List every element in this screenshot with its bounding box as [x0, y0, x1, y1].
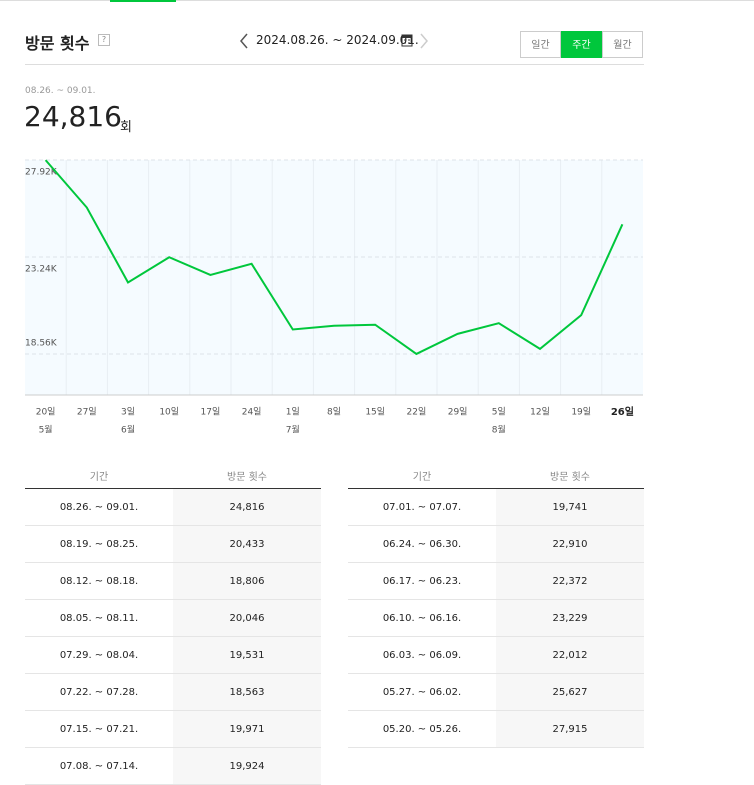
prev-button[interactable] [238, 32, 250, 50]
table-row: 06.24. ~ 06.30. 22,910 [348, 525, 644, 563]
plot-background [25, 160, 643, 395]
table-row: 07.22. ~ 07.28. 18,563 [25, 673, 321, 711]
y-tick-label: 18.56K [25, 338, 58, 348]
top-border [0, 0, 754, 1]
period: 05.20. ~ 05.26. [348, 710, 496, 748]
visit-count: 18,806 [173, 562, 321, 600]
period: 08.05. ~ 08.11. [25, 599, 173, 637]
column-header: 기간 [25, 462, 173, 489]
header-row: 기간 방문 횟수 [25, 462, 321, 489]
visit-count: 19,924 [173, 747, 321, 785]
x-tick-label: 27일 [77, 407, 97, 418]
period: 07.08. ~ 07.14. [25, 747, 173, 785]
table-row: 08.12. ~ 08.18. 18,806 [25, 562, 321, 600]
title: 방문 횟수 [25, 34, 90, 53]
month-label: 5월 [39, 424, 53, 436]
y-tick-label: 27.92K [25, 168, 58, 178]
period: 07.01. ~ 07.07. [348, 488, 496, 526]
summary-value: 24,816 [24, 100, 122, 133]
visit-count: 24,816 [173, 488, 321, 526]
x-tick-label: 29일 [448, 407, 468, 418]
table-row: 08.26. ~ 09.01. 24,816 [25, 488, 321, 526]
table-row: 05.20. ~ 05.26. 27,915 [348, 710, 644, 748]
table-row: 08.05. ~ 08.11. 20,046 [25, 599, 321, 637]
table-row: 06.17. ~ 06.23. 22,372 [348, 562, 644, 600]
visit-count: 23,229 [496, 599, 644, 637]
summary-unit: 회 [120, 120, 132, 135]
summary-range: 08.26. ~ 09.01. [25, 86, 96, 96]
period: 07.29. ~ 08.04. [25, 636, 173, 674]
header-row: 기간 방문 횟수 [348, 462, 644, 489]
x-tick-label: 8일 [327, 407, 341, 418]
table-row: 06.10. ~ 06.16. 23,229 [348, 599, 644, 637]
data-table: 기간 방문 횟수 07.01. ~ 07.07. 19,741 06.24. ~ 06.… [348, 462, 644, 748]
visit-count: 19,971 [173, 710, 321, 748]
x-tick-label: 3일 [121, 407, 135, 418]
month-label: 6월 [121, 424, 135, 436]
period: 06.10. ~ 06.16. [348, 599, 496, 637]
next-button[interactable] [418, 32, 430, 50]
table-row: 06.03. ~ 06.09. 22,012 [348, 636, 644, 674]
visit-count: 20,046 [173, 599, 321, 637]
table-row: 05.27. ~ 06.02. 25,627 [348, 673, 644, 711]
period: 08.19. ~ 08.25. [25, 525, 173, 563]
visit-count: 19,741 [496, 488, 644, 526]
period-tab[interactable]: 월간 [602, 31, 643, 58]
chart: 27.92K 23.24K 18.56K 20일 5월 27일 3일 6월 10일 17일 24일 1… [25, 159, 643, 436]
table-row: 07.29. ~ 08.04. 19,531 [25, 636, 321, 674]
active-nav-indicator [110, 0, 176, 2]
help-icon[interactable]: ? [98, 34, 110, 46]
calendar-icon[interactable] [401, 33, 413, 47]
data-table: 기간 방문 횟수 08.26. ~ 09.01. 24,816 08.19. ~ 08.… [25, 462, 321, 785]
table-row: 07.08. ~ 07.14. 19,924 [25, 747, 321, 785]
divider [25, 64, 644, 65]
visit-count: 22,910 [496, 525, 644, 563]
column-header: 기간 [348, 462, 496, 489]
visit-count: 25,627 [496, 673, 644, 711]
x-tick-label: 5일 [492, 407, 506, 418]
period: 06.03. ~ 06.09. [348, 636, 496, 674]
table-row: 07.01. ~ 07.07. 19,741 [348, 488, 644, 526]
x-tick-label: 22일 [407, 407, 427, 418]
visit-count: 19,531 [173, 636, 321, 674]
column-header: 방문 횟수 [173, 462, 321, 489]
month-label: 7월 [286, 424, 300, 436]
period: 06.17. ~ 06.23. [348, 562, 496, 600]
visit-count: 22,372 [496, 562, 644, 600]
period: 06.24. ~ 06.30. [348, 525, 496, 563]
period: 05.27. ~ 06.02. [348, 673, 496, 711]
period-tab[interactable]: 일간 [520, 31, 561, 58]
x-tick-label: 19일 [571, 407, 591, 418]
period: 07.15. ~ 07.21. [25, 710, 173, 748]
period: 08.26. ~ 09.01. [25, 488, 173, 526]
period: 08.12. ~ 08.18. [25, 562, 173, 600]
x-tick-label: 24일 [242, 407, 262, 418]
x-tick-label: 17일 [201, 407, 221, 418]
period-tab[interactable]: 주간 [561, 31, 602, 58]
y-tick-label: 23.24K [25, 264, 58, 274]
month-label: 8월 [492, 424, 506, 436]
visit-count: 20,433 [173, 525, 321, 563]
x-tick-label: 10일 [159, 407, 179, 418]
x-tick-label: 20일 [36, 407, 56, 418]
visit-count: 18,563 [173, 673, 321, 711]
x-tick-label: 12일 [530, 407, 550, 418]
table-row: 08.19. ~ 08.25. 20,433 [25, 525, 321, 563]
period: 07.22. ~ 07.28. [25, 673, 173, 711]
table-row: 07.15. ~ 07.21. 19,971 [25, 710, 321, 748]
date-range: 2024.08.26. ~ 2024.09.01. [256, 33, 419, 47]
visit-count: 27,915 [496, 710, 644, 748]
visit-count: 22,012 [496, 636, 644, 674]
x-tick-label: 26일 [611, 405, 634, 418]
x-tick-label: 15일 [365, 407, 385, 418]
column-header: 방문 횟수 [496, 462, 644, 489]
line [44, 159, 624, 356]
x-tick-label: 1일 [286, 407, 300, 418]
